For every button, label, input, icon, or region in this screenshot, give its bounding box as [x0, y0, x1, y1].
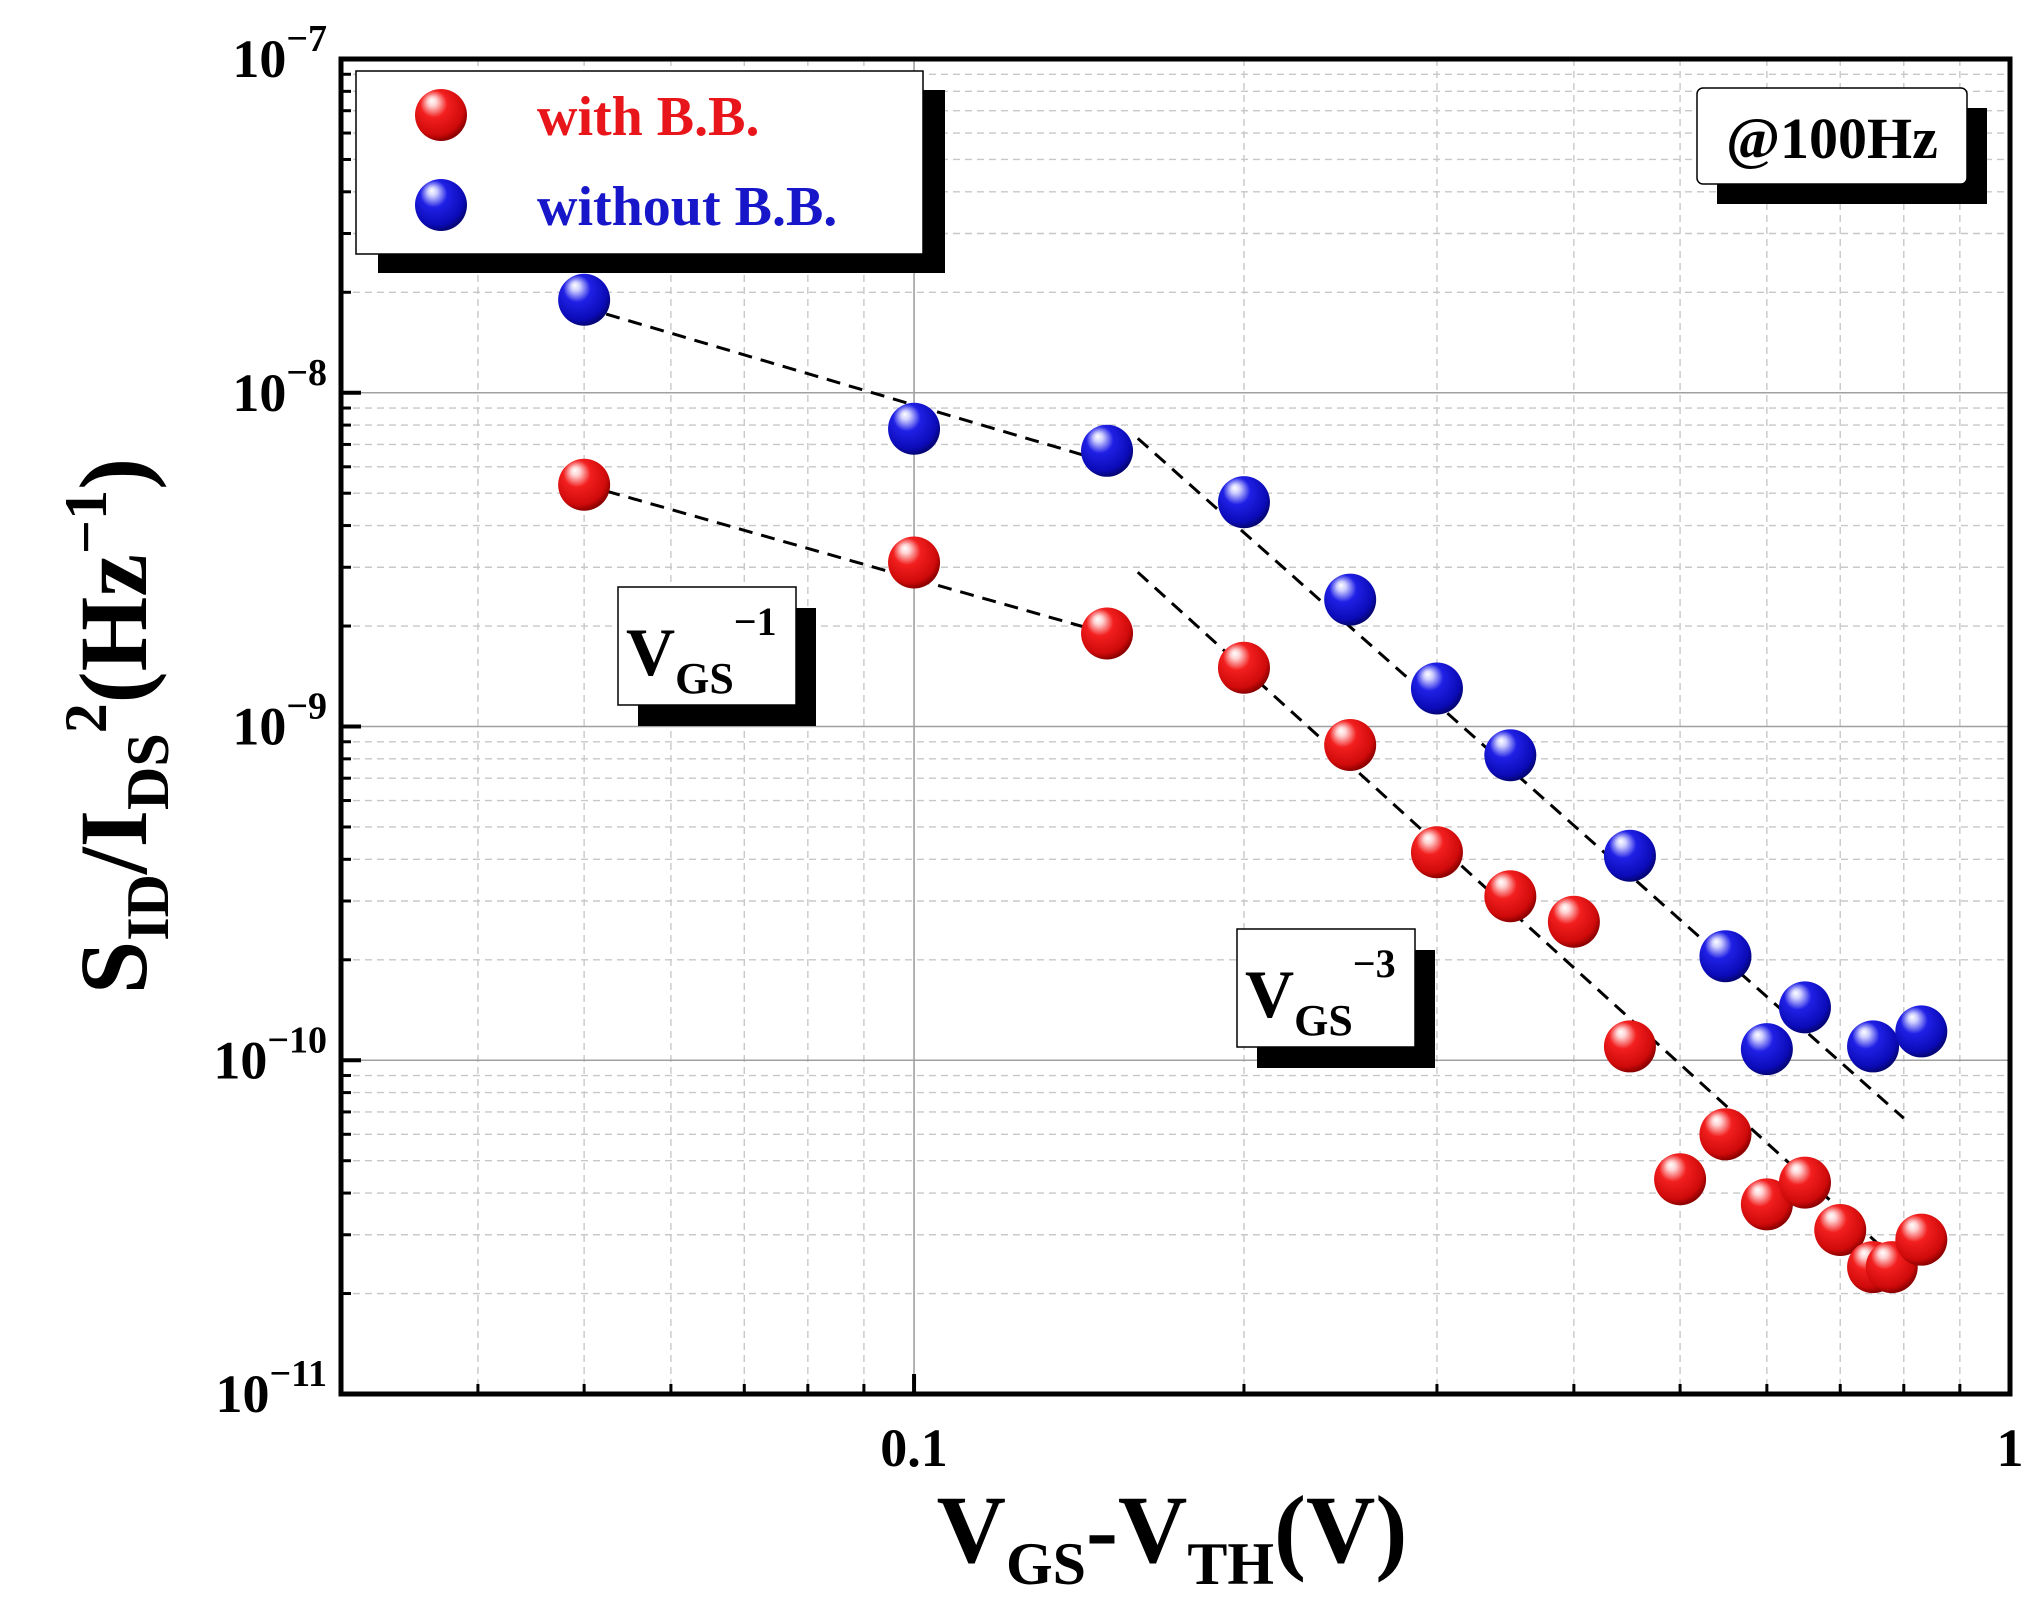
point-without-b-b	[1081, 424, 1134, 477]
legend-label-with-bb: with B.B.	[537, 86, 760, 148]
point-without-b-b	[1895, 1005, 1948, 1058]
point-with-b-b	[1324, 719, 1377, 772]
point-with-b-b	[1547, 895, 1600, 948]
point-with-b-b	[1217, 641, 1270, 694]
slope-minus-3-box	[1236, 928, 1416, 1048]
point-with-b-b	[1699, 1108, 1752, 1161]
point-with-b-b	[1603, 1020, 1656, 1073]
y-tick-label: 10−9	[232, 686, 327, 757]
point-without-b-b	[1740, 1023, 1793, 1076]
point-without-b-b	[1484, 729, 1537, 782]
legend-label-without-bb: without B.B.	[537, 176, 837, 238]
slope-minus-1-box	[617, 586, 797, 706]
slope-minus-3-label: VGS−3	[1236, 928, 1435, 1068]
point-without-b-b	[1847, 1020, 1900, 1073]
point-with-b-b	[888, 536, 941, 589]
y-tick-label: 10−8	[232, 352, 327, 423]
slope-minus-1-label: VGS−1	[617, 586, 816, 726]
point-without-b-b	[1410, 662, 1463, 715]
y-tick-label: 10−7	[232, 18, 327, 89]
legend: with B.B. without B.B.	[355, 70, 945, 273]
annotation-text: @100Hz	[1726, 106, 1938, 171]
y-tick-label: 10−10	[213, 1019, 327, 1090]
legend-marker-with-bb	[415, 89, 467, 141]
fit-line-upper-slope-1	[583, 306, 1108, 464]
point-with-b-b	[558, 458, 611, 511]
point-without-b-b	[1778, 981, 1831, 1034]
y-tick-label: 10−11	[215, 1353, 327, 1424]
frequency-annotation: @100Hz	[1696, 87, 1987, 204]
point-without-b-b	[1603, 829, 1656, 882]
point-without-b-b	[1699, 930, 1752, 983]
x-tick-label: 1	[1997, 1418, 2024, 1478]
x-tick-label: 0.1	[880, 1418, 948, 1478]
point-without-b-b	[888, 402, 941, 455]
point-without-b-b	[558, 273, 611, 326]
point-with-b-b	[1410, 826, 1463, 879]
point-with-b-b	[1814, 1204, 1867, 1257]
point-with-b-b	[1654, 1153, 1707, 1206]
data-points	[558, 273, 1948, 1294]
point-with-b-b	[1484, 870, 1537, 923]
axis-ticks: 10−11 10−10 10−9 10−8 10−7 0.1 1	[213, 18, 2023, 1478]
point-without-b-b	[1217, 476, 1270, 529]
slope-minus-3-text: VGS−3	[1245, 941, 1396, 1045]
y-axis-label: SID/IDS2(Hz−1)	[53, 458, 181, 994]
annotation-box	[1696, 87, 1968, 185]
point-with-b-b	[1740, 1178, 1793, 1231]
x-axis-label: VGS-VTH(V)	[937, 1476, 1408, 1597]
point-with-b-b	[1081, 607, 1134, 660]
point-with-b-b	[1895, 1213, 1948, 1266]
slope-minus-1-text: VGS−1	[626, 599, 777, 703]
point-without-b-b	[1324, 573, 1377, 626]
point-with-b-b	[1778, 1156, 1831, 1209]
legend-marker-without-bb	[415, 179, 467, 231]
